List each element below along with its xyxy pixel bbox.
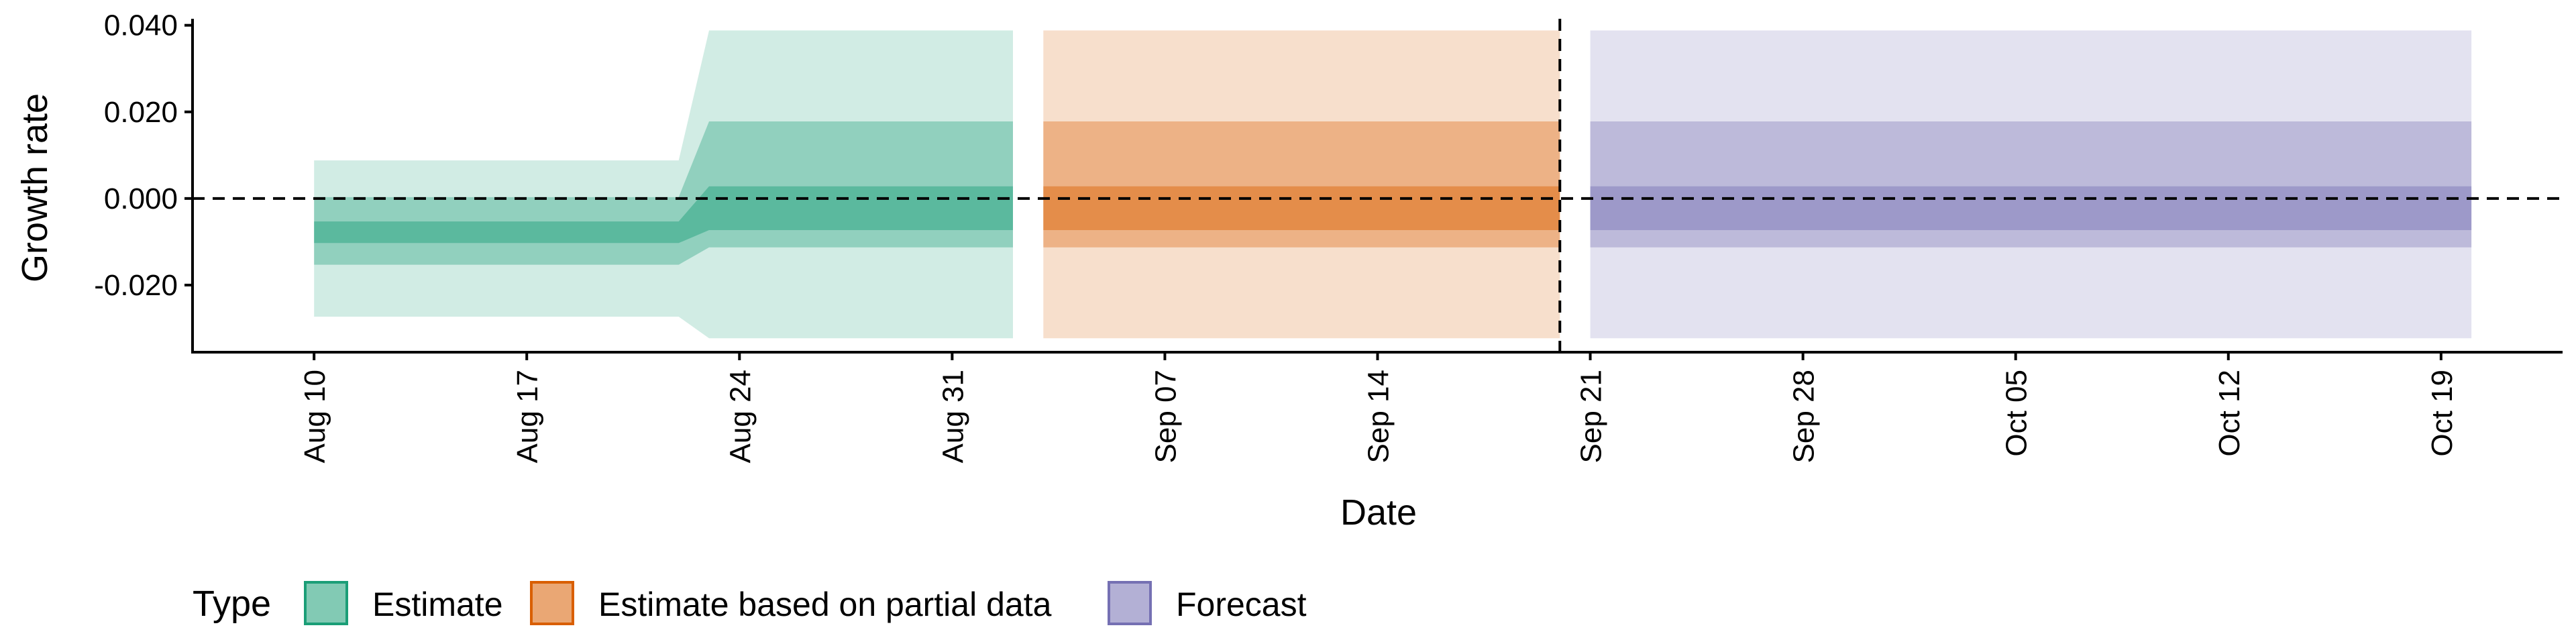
- x-tick-label: Aug 10: [299, 370, 331, 463]
- x-tick-label: Aug 24: [724, 370, 757, 463]
- reference-lines: [193, 19, 2563, 352]
- legend-item-estimate: Estimate: [304, 581, 503, 625]
- legend-title: Type: [193, 584, 271, 624]
- legend-label-estimate-based-on-partial-data: Estimate based on partial data: [598, 586, 1052, 623]
- estimate-band-20: [314, 186, 1014, 244]
- y-tick-label: 0.020: [104, 96, 178, 129]
- estimate-based-on-partial-data-band-50: [1043, 121, 1560, 248]
- estimate-based-on-partial-data-band-90: [1043, 30, 1560, 339]
- y-tick-label: -0.020: [94, 269, 178, 302]
- legend: Type Estimate Estimate based on partial d…: [193, 581, 1307, 625]
- estimate-band-50: [314, 121, 1014, 265]
- x-tick-label: Sep 28: [1788, 370, 1821, 463]
- legend-key-estimate-based-on-partial-data: [530, 581, 574, 625]
- x-axis-title: Date: [1340, 492, 1417, 533]
- legend-item-estimate-based-on-partial-data: Estimate based on partial data: [530, 581, 1052, 625]
- x-tick-label: Oct 19: [2426, 370, 2459, 457]
- x-tick-label: Aug 31: [936, 370, 969, 463]
- x-tick-label: Sep 14: [1362, 370, 1395, 463]
- estimate-based-on-partial-data-band-20: [1043, 186, 1560, 230]
- x-ticks: Aug 10 Aug 17 Aug 24 Aug 31 Sep 07 Sep 14 Sep …: [299, 352, 2459, 463]
- y-tick-label: 0.000: [104, 182, 178, 215]
- forecast-band-20: [1590, 186, 2472, 230]
- x-tick-label: Sep 21: [1575, 370, 1608, 463]
- y-tick-label: 0.040: [104, 9, 178, 42]
- x-tick-label: Aug 17: [511, 370, 544, 463]
- x-tick-label: Oct 05: [2000, 370, 2033, 457]
- legend-label-estimate: Estimate: [372, 586, 503, 623]
- legend-key-forecast: [1108, 581, 1152, 625]
- estimate-band-90: [314, 30, 1014, 339]
- uncertainty-bands: [314, 30, 2472, 339]
- y-axis-title: Growth rate: [15, 93, 55, 282]
- legend-label-forecast: Forecast: [1176, 586, 1307, 623]
- forecast-band-50: [1590, 121, 2472, 248]
- legend-item-forecast: Forecast: [1108, 581, 1307, 625]
- x-tick-label: Oct 12: [2213, 370, 2246, 457]
- forecast-band-90: [1590, 30, 2472, 339]
- x-tick-label: Sep 07: [1149, 370, 1182, 463]
- legend-key-estimate: [304, 581, 348, 625]
- y-ticks: 0.040 0.020 0.000 -0.020: [94, 9, 193, 302]
